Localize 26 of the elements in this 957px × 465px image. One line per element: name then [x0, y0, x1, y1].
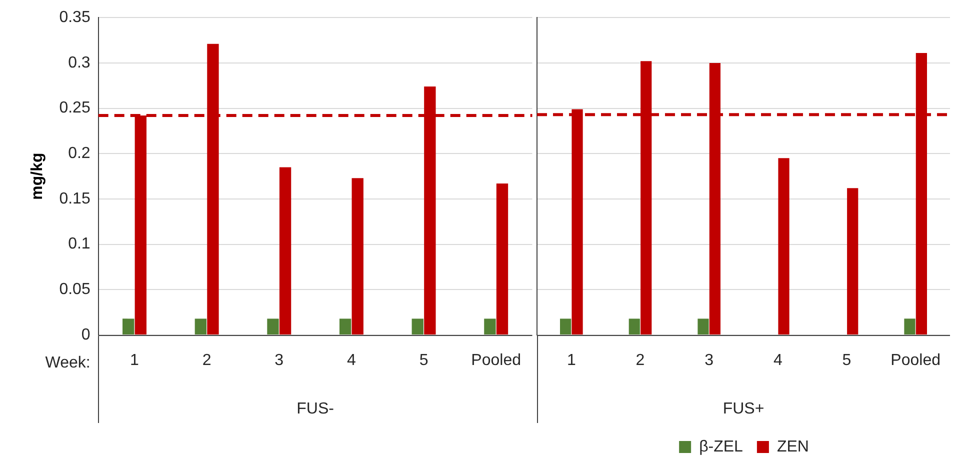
- y-tick-label: 0.1: [68, 236, 90, 253]
- x-tick-label: 1: [566, 352, 576, 370]
- x-tick-label: 4: [347, 352, 356, 370]
- text: Week:: [45, 354, 90, 372]
- y-axis-title: mg/kg: [29, 152, 46, 200]
- legend-label: β-ZEL: [699, 438, 744, 456]
- x-tick-label: 1: [130, 352, 140, 370]
- x-tick-label: 2: [202, 352, 212, 370]
- x-tick-label: 3: [704, 352, 714, 370]
- y-tick-label: 0.2: [68, 145, 90, 162]
- x-axis-title: FUS+: [722, 400, 764, 418]
- y-tick-label: 0: [81, 326, 90, 344]
- x-tick-label: 3: [274, 352, 284, 370]
- y-tick-label: 0.05: [59, 281, 90, 298]
- x-tick-label: 5: [419, 352, 428, 370]
- y-tick-label: 0.3: [68, 54, 90, 72]
- y-tick-label: 0.25: [59, 100, 90, 117]
- x-tick-label: Pooled: [471, 352, 522, 370]
- y-tick-label: 0.15: [59, 190, 90, 208]
- x-tick-label: Pooled: [890, 352, 941, 370]
- legend-label: ZEN: [776, 438, 809, 456]
- x-tick-label: 4: [773, 352, 782, 370]
- y-tick-label: 0.35: [59, 9, 90, 26]
- x-axis-title: FUS-: [296, 400, 334, 418]
- x-tick-label: 2: [636, 352, 645, 370]
- x-tick-label: 5: [842, 352, 852, 370]
